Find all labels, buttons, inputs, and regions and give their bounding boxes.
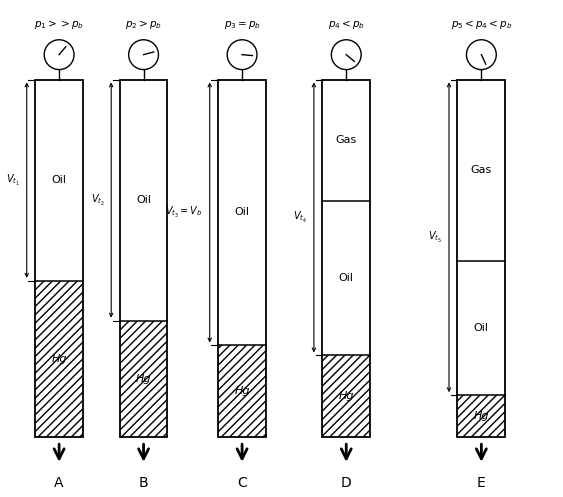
Text: Hg: Hg <box>51 354 67 364</box>
Text: Gas: Gas <box>471 165 492 175</box>
Bar <box>35 80 83 281</box>
Text: Oil: Oil <box>235 207 249 218</box>
Ellipse shape <box>44 40 74 70</box>
Bar <box>218 80 266 437</box>
Text: Oil: Oil <box>52 175 66 185</box>
Text: $p_3 = p_b$: $p_3 = p_b$ <box>224 19 261 31</box>
Text: $p_1 >> p_b$: $p_1 >> p_b$ <box>34 18 84 31</box>
Bar <box>218 80 266 345</box>
Text: Hg: Hg <box>338 391 354 402</box>
Bar <box>120 80 168 321</box>
Text: $V_{t_5}$: $V_{t_5}$ <box>428 230 443 245</box>
Text: $V_{t_4}$: $V_{t_4}$ <box>293 210 307 225</box>
Text: $p_4 < p_b$: $p_4 < p_b$ <box>328 18 365 31</box>
Text: Hg: Hg <box>136 374 151 384</box>
Text: $V_{t_3} = V_b$: $V_{t_3} = V_b$ <box>166 205 203 220</box>
Text: Oil: Oil <box>136 195 151 205</box>
Bar <box>457 80 506 437</box>
Text: Hg: Hg <box>234 386 250 397</box>
Bar <box>322 80 370 437</box>
Text: $p_5 < p_4 < p_b$: $p_5 < p_4 < p_b$ <box>451 18 512 31</box>
Text: Oil: Oil <box>339 273 354 283</box>
Text: B: B <box>138 476 149 490</box>
Text: $p_2 > p_b$: $p_2 > p_b$ <box>125 18 162 31</box>
Bar <box>457 80 506 261</box>
Ellipse shape <box>467 40 496 70</box>
Text: C: C <box>237 476 247 490</box>
Text: Hg: Hg <box>473 411 489 421</box>
Text: D: D <box>341 476 352 490</box>
Bar <box>457 395 506 437</box>
Ellipse shape <box>332 40 361 70</box>
Bar <box>35 80 83 437</box>
Bar <box>120 80 168 437</box>
Bar <box>322 355 370 437</box>
Text: Gas: Gas <box>336 135 357 146</box>
Text: $V_{t_2}$: $V_{t_2}$ <box>91 192 105 208</box>
Text: Oil: Oil <box>474 323 489 333</box>
Text: $V_{t_1}$: $V_{t_1}$ <box>6 172 20 188</box>
Text: A: A <box>55 476 64 490</box>
Bar <box>457 261 506 395</box>
Text: E: E <box>477 476 486 490</box>
Bar <box>322 80 370 201</box>
Ellipse shape <box>129 40 158 70</box>
Bar <box>218 345 266 437</box>
Ellipse shape <box>227 40 257 70</box>
Bar <box>120 321 168 437</box>
Bar <box>35 281 83 437</box>
Bar <box>322 201 370 355</box>
